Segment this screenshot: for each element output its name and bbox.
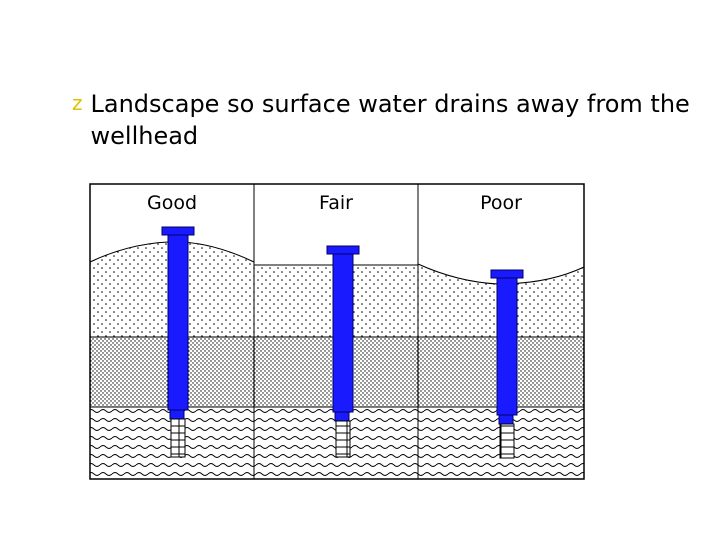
panel-good-well-screen (170, 418, 186, 458)
panel-fair-well-casing (332, 253, 354, 413)
bullet-text: Landscape so surface water drains away f… (90, 90, 690, 150)
panel-good: Good (89, 192, 255, 479)
panel-fair-well-cap (326, 245, 360, 255)
bullet-icon: z (72, 91, 83, 115)
panel-poor-well-cap (490, 269, 524, 279)
panel-fair-well-screen (335, 420, 351, 458)
panel-fair-label: Fair (319, 192, 353, 214)
panel-good-label: Good (147, 192, 197, 214)
bullet-list: z Landscape so surface water drains away… (72, 88, 692, 152)
panel-poor-well (490, 269, 524, 459)
bullet-item: z Landscape so surface water drains away… (72, 88, 692, 152)
panel-fair-well (326, 245, 360, 458)
panel-good-well-cap (161, 226, 195, 236)
panel-poor-well-screen-collar (498, 414, 514, 425)
panel-fair-well-screen-collar (334, 411, 350, 422)
panel-poor-label: Poor (480, 192, 522, 214)
panel-good-well-casing (167, 234, 189, 411)
panel-good-well-screen-collar (169, 409, 185, 420)
panel-poor: Poor (417, 192, 585, 479)
panel-fair: Fair (254, 192, 418, 479)
wellhead-grading-diagram: Good Fair Poor (89, 183, 585, 480)
panel-poor-well-casing (496, 277, 518, 416)
diagram-frame (89, 183, 585, 480)
panel-poor-well-screen (499, 423, 515, 459)
panel-good-well (161, 226, 195, 458)
